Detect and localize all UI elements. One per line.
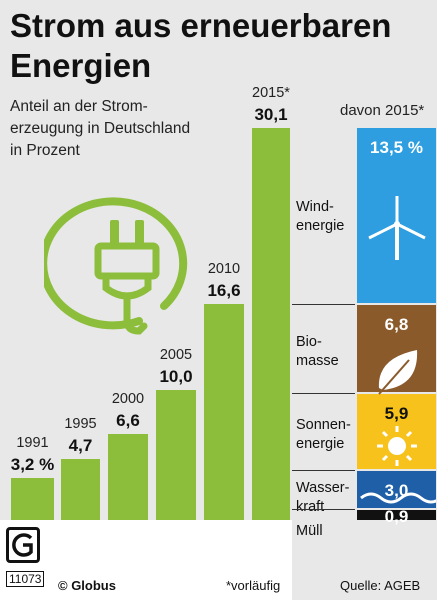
bar-value-label: 30,1: [254, 105, 288, 124]
segment-value-label: 5,9: [384, 403, 409, 423]
bar-year-label: 2005: [159, 346, 193, 363]
footnote: *vorläufig: [226, 578, 281, 593]
source: Quelle: AGEB: [340, 578, 421, 593]
bar-year-label: 1995: [64, 415, 97, 432]
chart-subtitle: Anteil an der Strom-erzeugung in Deutsch…: [10, 98, 191, 159]
wave-icon: [360, 492, 436, 504]
bar-year-label: 2010: [207, 260, 241, 277]
sun-icon: [377, 426, 417, 466]
bar-1991: [11, 478, 54, 520]
graphic-number: 11073: [6, 571, 45, 587]
bar-2000: [108, 434, 148, 520]
separator-line: [292, 392, 355, 394]
segment-value-label: 13,5 %: [370, 138, 423, 157]
leaf-icon: [378, 350, 418, 395]
segment-muell: [357, 510, 436, 520]
plug-icon: [44, 197, 188, 335]
bar-year-label: 1991: [16, 435, 49, 452]
segment-value-label: 0,9: [384, 507, 409, 527]
bar-value-label: 10,0: [159, 366, 193, 386]
bar-2005: [156, 389, 196, 520]
segment-category-label: Wasser-kraft: [296, 479, 350, 515]
bar-2010: [204, 303, 244, 520]
bar-value-label: 6,6: [116, 411, 140, 431]
bar-value-label: 16,6: [207, 280, 241, 300]
title-line-2: Energien: [10, 47, 152, 84]
globus-logo-icon: [6, 527, 40, 563]
breakdown-label: davon 2015*: [340, 102, 425, 119]
segment-value-label: 6,8: [384, 314, 409, 334]
segment-category-label: Müll: [296, 523, 323, 540]
bar-value-label: 4,7: [68, 435, 93, 455]
segment-category-label: Bio-masse: [296, 334, 339, 370]
bar-2015: [252, 128, 290, 520]
segment-category-label: Wind-energie: [296, 199, 345, 235]
wind-turbine-icon: [368, 196, 426, 260]
title-line-1: Strom aus erneuerbaren: [10, 7, 392, 44]
bar-1995: [61, 458, 100, 520]
footer-area: [0, 520, 292, 600]
copyright: © Globus: [58, 578, 116, 593]
segment-category-label: Sonnen-energie: [296, 417, 351, 453]
bar-year-label: 2015*: [252, 85, 290, 101]
separator-line: [292, 469, 355, 471]
separator-line: [292, 509, 355, 511]
separator-line: [292, 303, 355, 305]
chart-title: Strom aus erneuerbaren Energien: [10, 6, 391, 86]
bar-year-label: 2000: [111, 391, 145, 408]
bar-value-label: 3,2 %: [10, 455, 55, 475]
